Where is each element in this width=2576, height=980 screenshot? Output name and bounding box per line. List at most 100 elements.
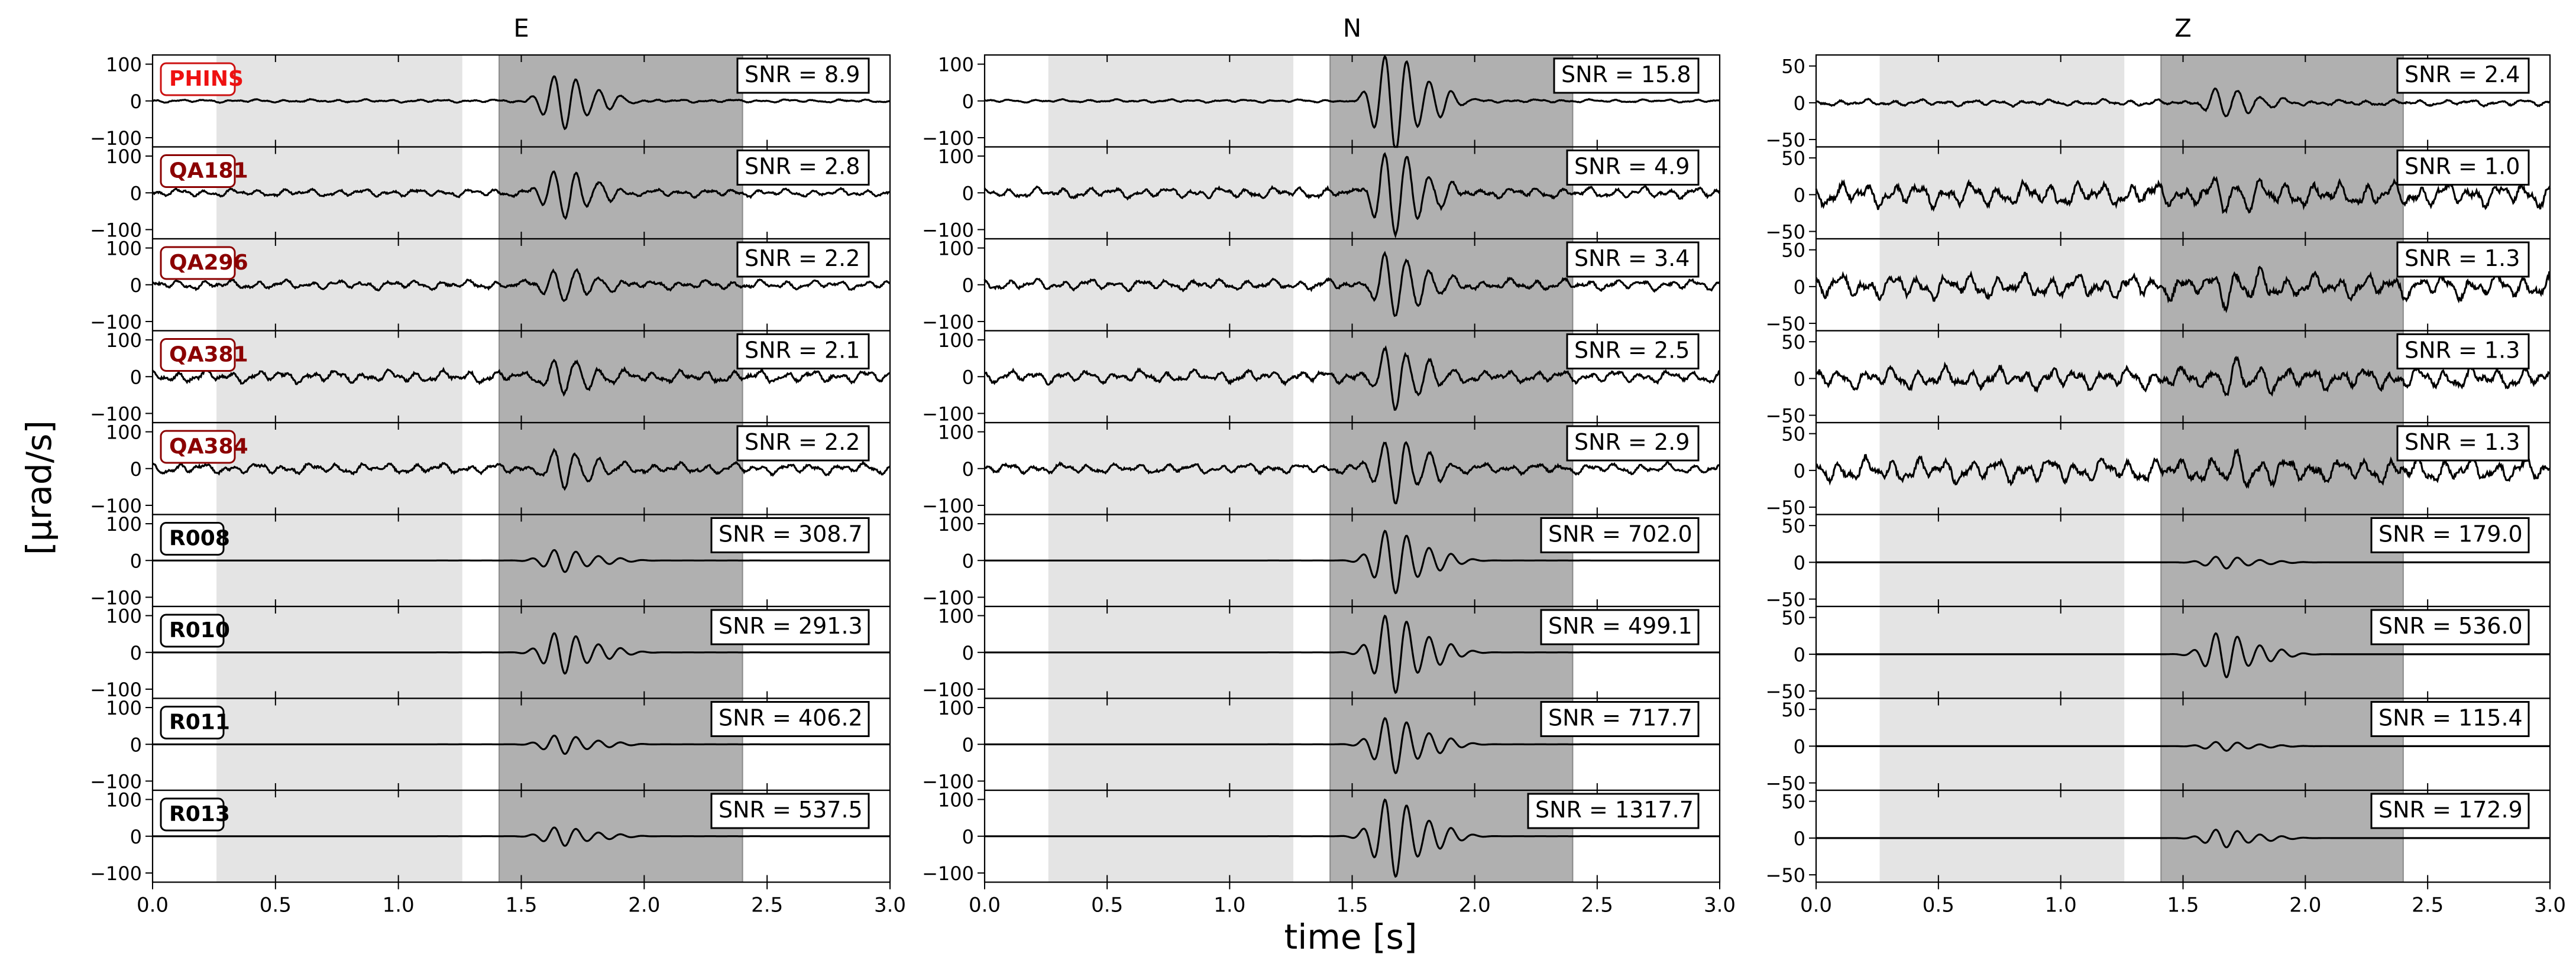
y-tick-label: −100 [922,770,974,793]
y-tick-label: −100 [90,862,142,885]
snr-box: SNR = 291.3 [710,609,870,645]
snr-box: SNR = 2.1 [736,333,870,369]
snr-box: SNR = 2.4 [2396,57,2530,94]
snr-box-frame [1540,609,1700,645]
y-tick-label: −100 [90,311,142,333]
y-tick-label: 0 [1794,184,1805,206]
y-tick-label: −100 [90,403,142,425]
x-tick-label: 3.0 [1704,894,1736,917]
station-label-frame [160,246,236,280]
x-tick-label: 0.0 [969,894,1001,917]
station-name: QA381 [169,343,248,367]
snr-box-frame [736,241,870,278]
snr-box-frame [2396,333,2530,369]
y-tick-label: 100 [106,605,142,628]
y-tick-label: 100 [106,238,142,260]
y-tick-label: −50 [1765,405,1805,427]
snr-label: SNR = 717.7 [1548,705,1692,731]
snr-label: SNR = 4.9 [1574,154,1690,180]
x-tick-label: 1.5 [505,894,537,917]
y-tick-label: 100 [106,54,142,76]
y-tick-label: −50 [1765,864,1805,887]
trace-E-QA181 [151,170,891,220]
x-tick-label: 0.0 [137,894,169,917]
y-tick-label: 0 [130,550,142,572]
x-tick-label: 3.0 [2534,894,2566,917]
snr-box: SNR = 15.8 [1553,57,1700,94]
station-label-frame [160,522,225,556]
snr-box-frame [1566,425,1700,462]
snr-box: SNR = 499.1 [1540,609,1700,645]
y-tick-label: 100 [938,605,974,628]
trace-N-QA296 [983,251,1720,317]
trace-N-R010 [985,614,1720,695]
y-tick-label: 0 [962,366,974,388]
snr-label: SNR = 2.5 [1574,338,1690,364]
trace-Z-QA181 [1815,176,2551,214]
y-tick-label: 0 [962,458,974,481]
snr-box: SNR = 406.2 [710,701,870,737]
snr-box: SNR = 179.0 [2370,517,2530,553]
x-tick-label: 3.0 [874,894,906,917]
snr-label: SNR = 15.8 [1561,61,1691,87]
snr-box-frame [710,793,870,829]
snr-label: SNR = 1.0 [2405,154,2520,180]
y-tick-label: −100 [922,679,974,701]
y-tick-label: 0 [1794,828,1805,850]
snr-box-frame [2370,701,2530,737]
station-name: R011 [169,710,230,735]
snr-box-frame [2370,609,2530,645]
station-label: PHINS [160,62,244,96]
station-label: R010 [160,614,230,648]
y-tick-label: −50 [1765,129,1805,151]
y-tick-label: −100 [922,403,974,425]
trace-E-QA381 [151,358,891,397]
station-label-frame [160,614,225,648]
y-tick-label: 100 [106,513,142,536]
y-tick-label: 0 [130,734,142,756]
y-tick-label: −100 [922,311,974,333]
y-tick-label: 100 [106,421,142,444]
y-tick-label: 0 [962,90,974,113]
trace-N-QA381 [984,345,1720,411]
y-tick-label: 0 [1794,551,1805,574]
snr-label: SNR = 172.9 [2378,797,2523,823]
x-tick-label: 2.5 [751,894,783,917]
snr-box-frame [736,333,870,369]
y-tick-label: 100 [106,329,142,352]
y-tick-label: 0 [962,550,974,572]
station-label-frame [160,154,236,188]
snr-box: SNR = 1.3 [2396,241,2530,278]
snr-box: SNR = 1.0 [2396,150,2530,186]
snr-label: SNR = 308.7 [719,521,863,547]
snr-box-frame [1553,57,1700,94]
snr-label: SNR = 499.1 [1548,613,1692,639]
snr-box-frame [736,425,870,462]
snr-label: SNR = 2.2 [745,245,860,271]
x-tick-label: 1.0 [383,894,415,917]
y-tick-label: 0 [1794,644,1805,666]
y-tick-label: −50 [1765,773,1805,795]
signal-window [499,55,743,882]
y-tick-label: −100 [90,127,142,150]
snr-box: SNR = 4.9 [1566,150,1700,186]
y-tick-label: −50 [1765,589,1805,611]
y-tick-label: −50 [1765,313,1805,335]
y-tick-label: 100 [106,697,142,719]
snr-label: SNR = 2.8 [745,154,860,180]
snr-box-frame [710,517,870,553]
snr-box-frame [736,57,870,94]
station-name: QA384 [169,434,248,459]
snr-box-frame [2396,150,2530,186]
snr-box-frame [736,150,870,186]
trace-Z-QA381 [1816,355,2551,397]
y-tick-label: 0 [1794,368,1805,390]
snr-box: SNR = 308.7 [710,517,870,553]
snr-label: SNR = 3.4 [1574,245,1690,271]
trace-E-QA296 [152,268,891,303]
y-tick-label: 100 [938,329,974,352]
trace-E-R011 [153,734,890,755]
snr-label: SNR = 179.0 [2378,521,2523,547]
